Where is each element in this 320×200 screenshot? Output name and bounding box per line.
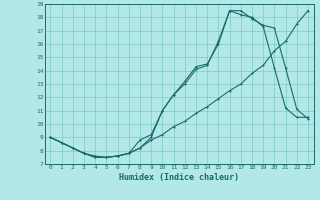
X-axis label: Humidex (Indice chaleur): Humidex (Indice chaleur)	[119, 173, 239, 182]
